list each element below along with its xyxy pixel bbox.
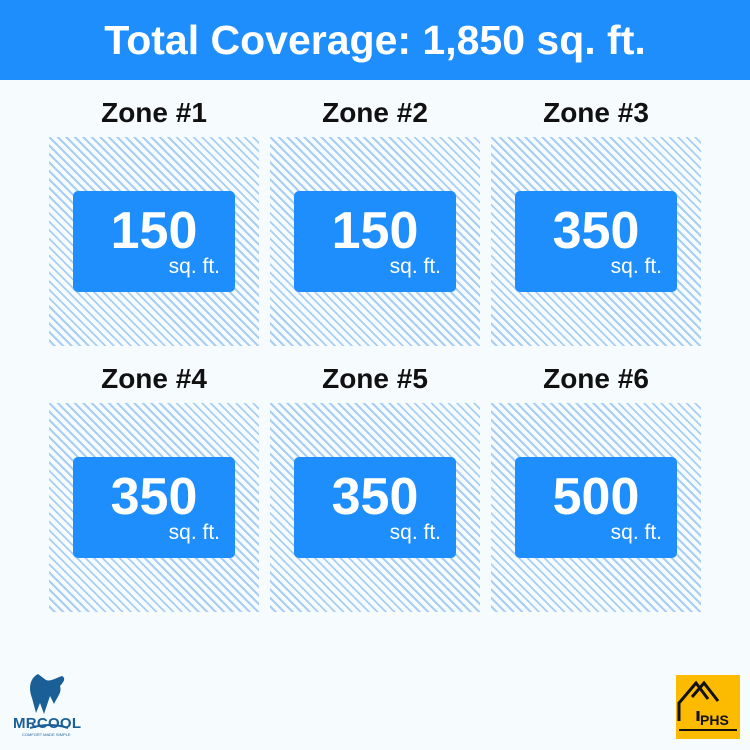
phs-logo: PHS	[676, 675, 740, 739]
coverage-card: 500 sq. ft.	[515, 457, 677, 558]
zone-title: Zone #4	[101, 363, 207, 394]
zone-title: Zone #5	[322, 363, 428, 394]
zone-4: Zone #4 350 sq. ft.	[49, 363, 259, 612]
svg-text:COMFORT MADE SIMPLE: COMFORT MADE SIMPLE	[22, 732, 71, 737]
coverage-value: 150	[331, 202, 419, 260]
zone-area: 350 sq. ft.	[491, 137, 701, 346]
mrcool-logo: MRCOOL COMFORT MADE SIMPLE	[10, 668, 110, 738]
coverage-card: 350 sq. ft.	[515, 191, 677, 292]
coverage-value: 350	[331, 468, 419, 526]
zone-2: Zone #2 150 sq. ft.	[270, 97, 480, 346]
coverage-unit: sq. ft.	[389, 521, 441, 544]
zone-6: Zone #6 500 sq. ft.	[491, 363, 701, 612]
coverage-unit: sq. ft.	[168, 255, 220, 278]
coverage-card: 150 sq. ft.	[294, 191, 456, 292]
zone-area: 500 sq. ft.	[491, 403, 701, 612]
coverage-unit: sq. ft.	[389, 255, 441, 278]
coverage-value: 350	[110, 468, 198, 526]
coverage-card: 150 sq. ft.	[73, 191, 235, 292]
svg-text:PHS: PHS	[700, 712, 729, 728]
zone-area: 350 sq. ft.	[270, 403, 480, 612]
zone-area: 150 sq. ft.	[270, 137, 480, 346]
coverage-unit: sq. ft.	[168, 521, 220, 544]
svg-text:MRCOOL: MRCOOL	[13, 715, 81, 732]
coverage-card: 350 sq. ft.	[73, 457, 235, 558]
zone-title: Zone #6	[543, 363, 649, 394]
coverage-unit: sq. ft.	[610, 521, 662, 544]
zone-title: Zone #2	[322, 97, 428, 128]
zone-1: Zone #1 150 sq. ft.	[49, 97, 259, 346]
page-title: Total Coverage: 1,850 sq. ft.	[0, 0, 750, 80]
zone-5: Zone #5 350 sq. ft.	[270, 363, 480, 612]
coverage-value: 350	[552, 202, 640, 260]
coverage-unit: sq. ft.	[610, 255, 662, 278]
zone-area: 150 sq. ft.	[49, 137, 259, 346]
coverage-card: 350 sq. ft.	[294, 457, 456, 558]
coverage-value: 500	[552, 468, 640, 526]
zone-title: Zone #1	[101, 97, 207, 128]
zone-3: Zone #3 350 sq. ft.	[491, 97, 701, 346]
coverage-value: 150	[110, 202, 198, 260]
zone-area: 350 sq. ft.	[49, 403, 259, 612]
zone-title: Zone #3	[543, 97, 649, 128]
